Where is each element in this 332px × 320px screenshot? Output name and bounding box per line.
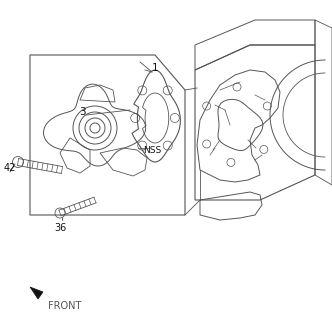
Text: 36: 36 bbox=[54, 223, 66, 233]
Text: 3: 3 bbox=[79, 107, 85, 117]
Text: 42: 42 bbox=[4, 163, 16, 173]
Polygon shape bbox=[30, 287, 43, 299]
Text: FRONT: FRONT bbox=[48, 301, 82, 311]
Text: NSS: NSS bbox=[143, 146, 161, 155]
Text: 1: 1 bbox=[152, 63, 158, 73]
